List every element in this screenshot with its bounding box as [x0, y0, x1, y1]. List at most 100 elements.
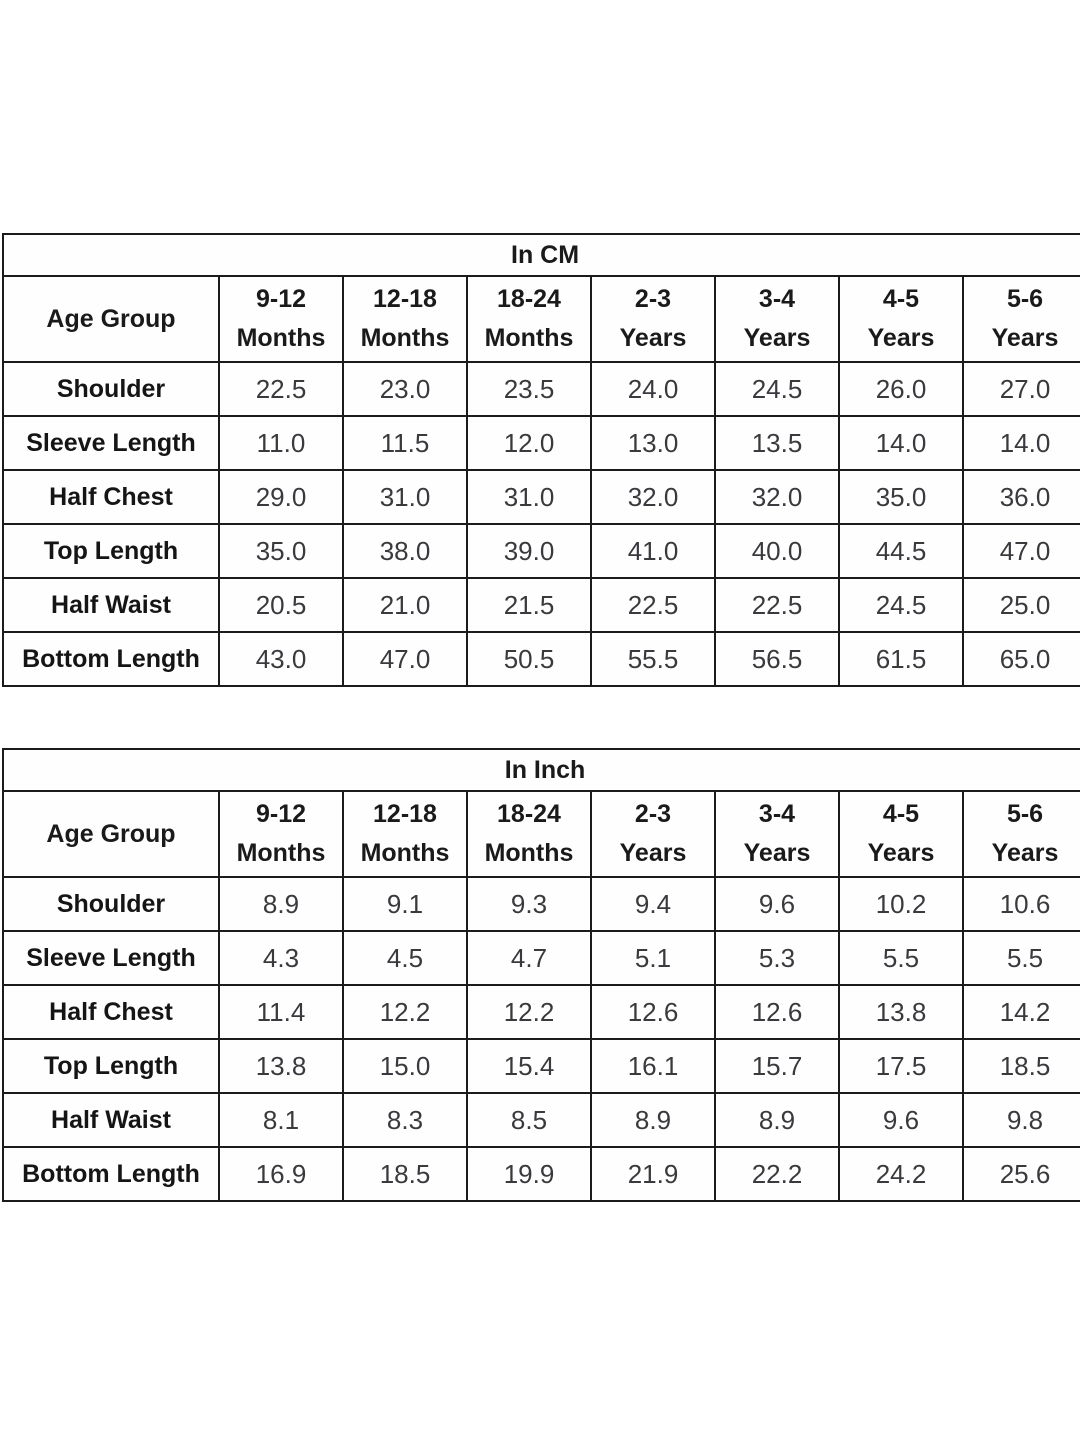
measurement-value: 24.5: [714, 361, 840, 417]
measurement-value: 11.4: [218, 984, 344, 1040]
measurement-value: 12.2: [342, 984, 468, 1040]
age-unit-label: Years: [991, 839, 1059, 867]
age-column-header: 4-5 Years: [838, 790, 964, 878]
age-column-header: 5-6 Years: [961, 790, 1080, 878]
measurement-value: 10.6: [961, 876, 1080, 932]
measurement-label: Top Length: [2, 523, 220, 579]
measurement-value: 4.5: [342, 930, 468, 986]
measurement-label: Half Waist: [2, 1092, 220, 1148]
measurement-value: 8.3: [342, 1092, 468, 1148]
age-column-header: 2-3 Years: [590, 275, 716, 363]
measurement-value: 27.0: [961, 361, 1080, 417]
measurement-value: 9.4: [590, 876, 716, 932]
measurement-value: 24.5: [838, 577, 964, 633]
age-unit-label: Months: [236, 839, 326, 867]
age-column-header: 3-4 Years: [714, 790, 840, 878]
measurement-value: 5.5: [838, 930, 964, 986]
measurement-value: 14.0: [961, 415, 1080, 471]
measurement-row: Half Chest 11.4 12.2 12.2 12.6 12.6 13.8 14.2: [2, 984, 1080, 1040]
measurement-value: 11.5: [342, 415, 468, 471]
age-column-header: 12-18 Months: [342, 790, 468, 878]
measurement-value: 36.0: [961, 469, 1080, 525]
measurement-value: 22.2: [714, 1146, 840, 1202]
age-range-label: 5-6: [1006, 800, 1044, 828]
measurement-value: 18.5: [342, 1146, 468, 1202]
measurement-value: 12.2: [466, 984, 592, 1040]
age-unit-label: Months: [236, 324, 326, 352]
measurement-value: 47.0: [961, 523, 1080, 579]
age-column-header: 2-3 Years: [590, 790, 716, 878]
measurement-value: 41.0: [590, 523, 716, 579]
measurement-value: 43.0: [218, 631, 344, 687]
measurement-value: 31.0: [342, 469, 468, 525]
measurement-value: 15.7: [714, 1038, 840, 1094]
age-range-label: 9-12: [255, 285, 307, 313]
measurement-value: 8.1: [218, 1092, 344, 1148]
measurement-value: 15.4: [466, 1038, 592, 1094]
age-unit-label: Years: [619, 324, 687, 352]
measurement-value: 9.8: [961, 1092, 1080, 1148]
measurement-value: 61.5: [838, 631, 964, 687]
measurement-value: 31.0: [466, 469, 592, 525]
age-unit-label: Years: [743, 324, 811, 352]
measurement-value: 13.5: [714, 415, 840, 471]
measurement-value: 47.0: [342, 631, 468, 687]
age-range-label: 3-4: [758, 285, 796, 313]
age-header-row: Age Group 9-12 Months 12-18 Months 18-24 Month…: [2, 790, 1080, 878]
measurement-label: Shoulder: [2, 361, 220, 417]
measurement-value: 8.9: [590, 1092, 716, 1148]
measurement-value: 5.1: [590, 930, 716, 986]
measurement-value: 12.0: [466, 415, 592, 471]
measurement-value: 23.5: [466, 361, 592, 417]
measurement-value: 20.5: [218, 577, 344, 633]
measurement-value: 9.6: [714, 876, 840, 932]
measurement-value: 39.0: [466, 523, 592, 579]
age-column-header: 12-18 Months: [342, 275, 468, 363]
age-unit-label: Years: [867, 839, 935, 867]
measurement-row: Bottom Length 43.0 47.0 50.5 55.5 56.5 61.5 65.…: [2, 631, 1080, 687]
size-table-cm: In CM Age Group 9-12 Months 12-18 Months 18-24…: [1, 233, 1080, 687]
table-title: In CM: [1, 233, 1080, 277]
age-range-label: 4-5: [882, 800, 920, 828]
measurement-label: Half Chest: [2, 984, 220, 1040]
measurement-label: Top Length: [2, 1038, 220, 1094]
measurement-row: Top Length 13.8 15.0 15.4 16.1 15.7 17.5 18.5: [2, 1038, 1080, 1094]
measurement-value: 12.6: [714, 984, 840, 1040]
measurement-row: Sleeve Length 4.3 4.5 4.7 5.1 5.3 5.5 5.5: [2, 930, 1080, 986]
age-range-label: 4-5: [882, 285, 920, 313]
measurement-label: Half Chest: [2, 469, 220, 525]
age-group-header: Age Group: [2, 275, 220, 363]
measurement-value: 50.5: [466, 631, 592, 687]
measurement-value: 13.8: [838, 984, 964, 1040]
age-unit-label: Months: [484, 839, 574, 867]
measurement-value: 12.6: [590, 984, 716, 1040]
measurement-label: Sleeve Length: [2, 930, 220, 986]
measurement-value: 8.5: [466, 1092, 592, 1148]
measurement-value: 29.0: [218, 469, 344, 525]
age-column-header: 18-24 Months: [466, 275, 592, 363]
measurement-value: 26.0: [838, 361, 964, 417]
measurement-value: 38.0: [342, 523, 468, 579]
measurement-value: 35.0: [838, 469, 964, 525]
measurement-value: 13.8: [218, 1038, 344, 1094]
measurement-value: 8.9: [218, 876, 344, 932]
age-column-header: 4-5 Years: [838, 275, 964, 363]
measurement-row: Bottom Length 16.9 18.5 19.9 21.9 22.2 24.2 25.…: [2, 1146, 1080, 1202]
measurement-value: 24.0: [590, 361, 716, 417]
size-table-inch: In Inch Age Group 9-12 Months 12-18 Months 18-…: [1, 748, 1080, 1202]
measurement-value: 21.5: [466, 577, 592, 633]
measurement-value: 44.5: [838, 523, 964, 579]
age-range-label: 5-6: [1006, 285, 1044, 313]
age-column-header: 18-24 Months: [466, 790, 592, 878]
measurement-label: Shoulder: [2, 876, 220, 932]
measurement-value: 10.2: [838, 876, 964, 932]
measurement-value: 18.5: [961, 1038, 1080, 1094]
measurement-value: 32.0: [714, 469, 840, 525]
age-group-header: Age Group: [2, 790, 220, 878]
measurement-value: 21.0: [342, 577, 468, 633]
age-unit-label: Years: [991, 324, 1059, 352]
measurement-value: 5.3: [714, 930, 840, 986]
measurement-value: 11.0: [218, 415, 344, 471]
measurement-row: Top Length 35.0 38.0 39.0 41.0 40.0 44.5 47.0: [2, 523, 1080, 579]
